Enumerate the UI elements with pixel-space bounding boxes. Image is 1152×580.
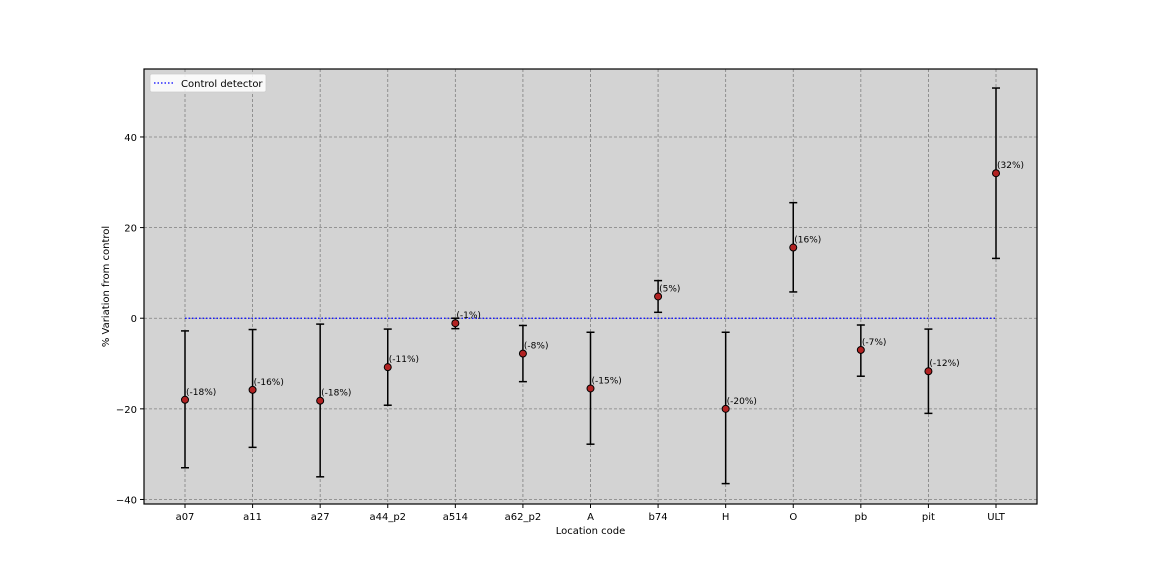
x-tick-label: ULT [987, 512, 1006, 523]
x-tick-label: a07 [176, 512, 195, 523]
data-point [654, 292, 663, 301]
data-label: (-1%) [456, 311, 481, 321]
data-point [924, 367, 933, 376]
data-label: (-18%) [186, 388, 216, 398]
data-point [181, 395, 189, 404]
data-label: (-18%) [321, 389, 351, 399]
data-point [789, 243, 798, 252]
data-label: (-16%) [254, 378, 284, 388]
data-label: (-20%) [727, 397, 757, 407]
data-label: (-12%) [929, 359, 959, 369]
x-tick-label: O [789, 512, 797, 523]
x-tick-label: A [587, 512, 594, 523]
y-axis: −40 −20 0 20 40 [116, 133, 144, 506]
data-label: (-15%) [592, 376, 622, 386]
x-tick-label: pb [854, 512, 867, 523]
y-tick-label: 0 [131, 314, 137, 325]
y-tick-label: −20 [116, 405, 137, 416]
x-tick-label: H [722, 512, 730, 523]
data-point [451, 319, 460, 328]
x-tick-label: a514 [443, 512, 468, 523]
data-point [721, 404, 730, 413]
data-point [586, 384, 595, 393]
x-tick-label: a62_p2 [505, 512, 542, 523]
data-label: (-8%) [524, 342, 549, 352]
data-label-layer: (-18%) (-16%) (-18%) (-11%) (-1%) (-8%) (-15%)… [186, 161, 1024, 407]
y-tick-label: −40 [116, 495, 137, 506]
legend-box [149, 73, 267, 93]
legend: Control detector [149, 73, 267, 93]
data-label: (16%) [794, 236, 821, 246]
data-label: (-7%) [862, 338, 887, 348]
x-tick-label: pit [922, 512, 935, 523]
data-point [856, 345, 865, 354]
legend-label: Control detector [181, 79, 263, 90]
y-axis-label: % Variation from control [101, 226, 112, 347]
data-label: (32%) [997, 161, 1024, 171]
x-axis-label: Location code [556, 526, 626, 537]
x-tick-label: a11 [243, 512, 262, 523]
data-label: (-11%) [389, 355, 419, 365]
y-tick-label: 20 [124, 224, 137, 235]
data-label: (5%) [659, 284, 680, 294]
data-point [383, 363, 392, 372]
y-tick-label: 40 [124, 133, 137, 144]
data-point [248, 385, 257, 394]
data-point [316, 396, 325, 405]
point-layer [181, 169, 1000, 413]
x-tick-label: b74 [649, 512, 668, 523]
data-point [518, 349, 527, 358]
data-point [992, 169, 1000, 178]
x-tick-label: a27 [311, 512, 330, 523]
x-tick-label: a44_p2 [369, 512, 406, 523]
